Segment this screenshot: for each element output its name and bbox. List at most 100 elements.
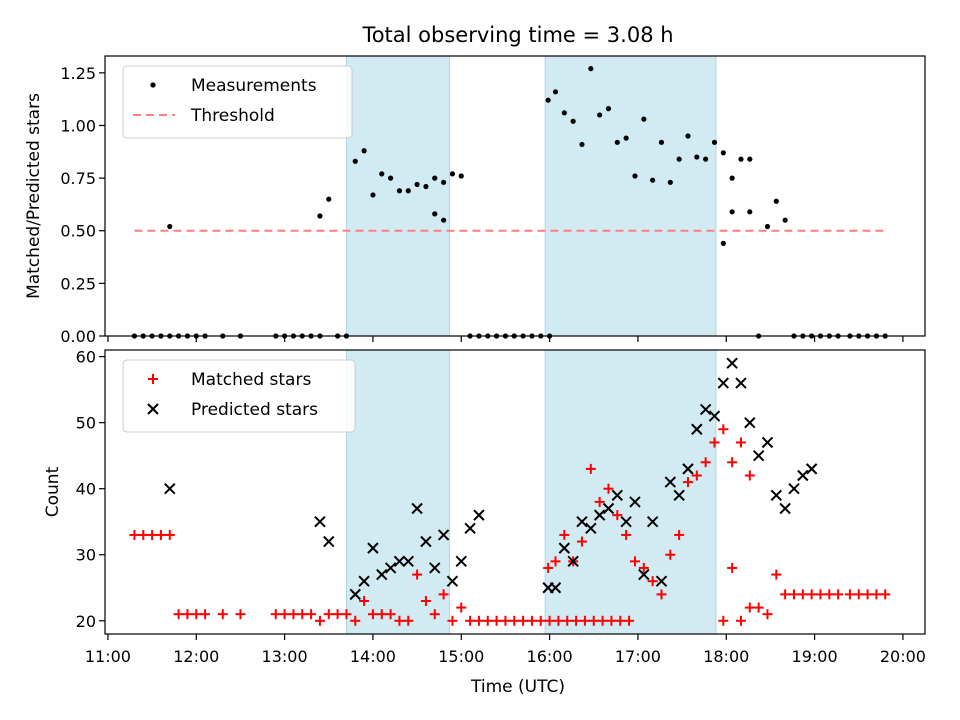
predicted-star-point [602, 502, 615, 515]
measurement-point [561, 110, 567, 116]
measurement-point [388, 175, 394, 181]
matched-star-point [621, 529, 632, 540]
matched-star-point [535, 615, 546, 626]
y-tick-label: 0.75 [60, 169, 96, 188]
measurement-point [667, 179, 673, 185]
measurement-point [352, 158, 358, 164]
legend-marker-dot [150, 82, 156, 88]
predicted-star-point [717, 377, 730, 389]
predicted-star-point [708, 410, 721, 422]
matched-star-point [543, 562, 554, 573]
matched-star-point [550, 556, 561, 567]
matched-star-point [603, 483, 614, 494]
measurement-point [632, 173, 638, 179]
measurement-point [720, 240, 726, 246]
matched-star-point [585, 463, 596, 474]
predicted-star-point [323, 535, 335, 548]
matched-star-point [674, 529, 685, 540]
y-axis-label: Count [43, 466, 63, 517]
matched-star-point [576, 536, 587, 547]
matched-star-point [323, 609, 334, 620]
measurement-point [685, 133, 691, 139]
predicted-star-point [402, 555, 414, 568]
matched-star-point [588, 615, 599, 626]
matched-star-point [438, 589, 449, 600]
predicted-star-point [314, 516, 326, 528]
predicted-star-point [735, 377, 747, 389]
measurement-point [720, 150, 726, 156]
y-tick-label: 1.25 [60, 64, 96, 83]
x-tick-label: 14:00 [350, 647, 396, 666]
matched-star-point [709, 437, 720, 448]
matched-star-point [797, 589, 808, 600]
y-tick-label: 40 [76, 480, 96, 499]
predicted-star-point [638, 568, 650, 581]
predicted-star-point [788, 482, 800, 495]
matched-star-point [465, 615, 476, 626]
measurement-point [773, 198, 779, 204]
predicted-star-point [446, 575, 459, 587]
measurement-point [747, 156, 753, 162]
measurement-point [605, 106, 612, 112]
matched-star-point [571, 615, 582, 626]
x-tick-label: 12:00 [173, 647, 219, 666]
matched-star-point [815, 589, 826, 600]
matched-star-point [147, 529, 158, 540]
matched-star-point [597, 615, 608, 626]
matched-star-point [297, 609, 308, 620]
measurement-point [167, 223, 173, 230]
x-tick-label: 20:00 [880, 647, 926, 666]
measurement-point [414, 181, 420, 188]
matched-star-point [447, 615, 458, 626]
matched-star-point [665, 549, 676, 560]
shaded-interval-2 [544, 349, 717, 635]
matched-star-point [647, 576, 658, 587]
predicted-star-point [779, 502, 791, 515]
matched-star-point [594, 496, 605, 507]
matched-star-point [350, 615, 361, 626]
measurement-point [676, 156, 682, 162]
measurement-point [738, 156, 744, 162]
legend-box [122, 359, 356, 433]
predicted-star-point [420, 535, 432, 548]
legend: Measurements Threshold [122, 65, 353, 139]
measurement-point [432, 211, 438, 217]
y-tick-label: 0.25 [60, 274, 96, 293]
measurement-point [597, 112, 603, 118]
matched-star-point [691, 470, 702, 481]
matched-star-point [473, 615, 484, 626]
predicted-star-point [455, 555, 467, 568]
measurement-point [317, 213, 323, 219]
matched-star-point [606, 615, 617, 626]
matched-star-point [753, 602, 764, 613]
matched-star-point [833, 589, 844, 600]
predicted-star-point [393, 555, 406, 568]
matched-star-point [612, 510, 623, 521]
predicted-star-point [558, 542, 571, 554]
matched-star-point [491, 615, 502, 626]
matched-star-point [727, 562, 738, 573]
measurement-point [423, 183, 429, 190]
measurement-point [614, 139, 620, 145]
predicted-star-point [691, 423, 703, 435]
bottom-panel: 20 30 40 50 60 11:00 12:00 13:00 14:00 15:00 16:00… [43, 348, 926, 666]
matched-star-point [359, 595, 370, 606]
predicted-star-point [620, 516, 632, 528]
predicted-star-point [164, 482, 176, 495]
measurement-point [405, 188, 411, 194]
matched-star-point [182, 609, 193, 620]
matched-star-point [518, 615, 529, 626]
y-tick-label: 0.50 [60, 222, 96, 241]
measurement-point [361, 148, 367, 154]
matched-star-point [579, 615, 590, 626]
legend-label: Measurements [191, 76, 317, 96]
predicted-star-point [611, 489, 624, 502]
matched-star-point [544, 615, 555, 626]
matched-star-point [853, 589, 864, 600]
matched-star-point [412, 569, 423, 580]
measurement-point [440, 179, 447, 185]
matched-star-point [880, 589, 891, 600]
predicted-star-point [585, 522, 597, 535]
x-tick-label: 17:00 [615, 647, 661, 666]
